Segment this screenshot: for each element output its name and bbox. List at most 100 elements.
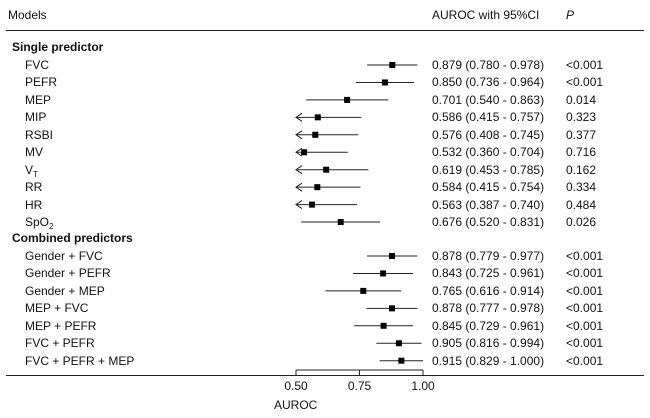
auroc-ci-value: 0.850 (0.736 - 0.964) xyxy=(432,75,545,90)
p-value: 0.323 xyxy=(566,110,597,125)
x-tick-label: 0.75 xyxy=(348,379,372,393)
ci-arrow xyxy=(295,130,303,140)
auroc-ci-value: 0.765 (0.616 - 0.914) xyxy=(432,283,545,298)
auroc-ci-value: 0.905 (0.816 - 0.994) xyxy=(432,336,545,351)
auroc-ci-header: AUROC with 95%CI xyxy=(432,8,540,22)
row-label-text: MV xyxy=(25,145,43,160)
row-label-text: RSBI xyxy=(25,127,54,142)
point-estimate-marker xyxy=(360,287,367,294)
p-value: <0.001 xyxy=(566,301,604,316)
auroc-ci-value: 0.563 (0.387 - 0.740) xyxy=(432,197,545,212)
point-estimate-marker xyxy=(395,340,402,347)
auroc-ci-value: 0.878 (0.777 - 0.978) xyxy=(432,301,545,316)
point-estimate-marker xyxy=(309,201,315,208)
point-estimate-marker xyxy=(380,270,387,277)
row-label: FVC + PEFR + MEP xyxy=(25,354,134,368)
p-value: <0.001 xyxy=(566,75,604,90)
row-label: Gender + MEP xyxy=(25,284,105,298)
p-value: <0.001 xyxy=(566,58,604,72)
p-value: <0.001 xyxy=(566,318,604,333)
auroc-ci-value: 0.676 (0.520 - 0.831) xyxy=(432,215,545,230)
point-estimate-marker xyxy=(344,96,351,103)
row-label-text: Gender + FVC xyxy=(25,249,103,263)
x-tick-label: 0.50 xyxy=(284,379,308,393)
p-value: 0.377 xyxy=(566,127,597,142)
p-value: <0.001 xyxy=(566,249,604,263)
p-value: 0.484 xyxy=(566,197,597,212)
ci-arrow xyxy=(295,112,303,122)
point-estimate-marker xyxy=(323,166,330,173)
p-value: 0.014 xyxy=(566,92,597,107)
row-label: RSBI xyxy=(25,128,53,142)
row-label-text: FVC + PEFR + MEP xyxy=(25,353,135,368)
point-estimate-marker xyxy=(398,357,405,364)
row-label: Gender + PEFR xyxy=(25,266,111,280)
row-label-text: FVC + PEFR xyxy=(25,336,95,351)
p-value-header: P xyxy=(566,8,575,22)
bottom-rule xyxy=(6,375,644,376)
auroc-ci-value: 0.843 (0.725 - 0.961) xyxy=(432,266,545,281)
p-value: <0.001 xyxy=(566,283,604,298)
auroc-ci-value: 0.845 (0.729 - 0.961) xyxy=(432,318,545,333)
row-label-text: MIP xyxy=(25,110,47,125)
point-estimate-marker xyxy=(314,114,321,121)
auroc-ci-value: 0.701 (0.540 - 0.863) xyxy=(432,92,545,107)
point-estimate-marker xyxy=(389,253,395,259)
row-label: RR xyxy=(25,180,42,194)
row-label-text: SpO xyxy=(25,215,50,230)
point-estimate-marker xyxy=(301,149,308,156)
header-rule xyxy=(6,30,644,31)
row-label-subscript: 2 xyxy=(49,222,54,232)
p-value: 0.162 xyxy=(566,162,597,177)
auroc-ci-value: 0.532 (0.360 - 0.704) xyxy=(432,145,545,160)
row-label-text: PEFR xyxy=(25,75,58,90)
x-axis-label: AUROC xyxy=(274,398,318,412)
p-value: <0.001 xyxy=(566,336,604,351)
auroc-ci-value: 0.584 (0.415 - 0.754) xyxy=(432,180,545,195)
p-value: 0.026 xyxy=(566,215,597,230)
ci-arrow xyxy=(295,200,303,210)
point-estimate-marker xyxy=(337,219,344,226)
row-label-text: MEP + PEFR xyxy=(25,318,97,333)
row-label: MEP xyxy=(25,93,51,107)
point-estimate-marker xyxy=(314,184,321,191)
p-value: <0.001 xyxy=(566,266,604,281)
row-label: FVC + PEFR xyxy=(25,336,95,350)
section-title: Single predictor xyxy=(12,40,104,54)
row-label: VT xyxy=(25,162,38,179)
section-title: Combined predictors xyxy=(12,231,133,245)
row-label-subscript: T xyxy=(33,169,38,179)
point-estimate-marker xyxy=(389,305,395,312)
row-label-text: V xyxy=(25,162,34,177)
auroc-ci-value: 0.915 (0.829 - 1.000) xyxy=(432,353,545,368)
row-label: MEP + FVC xyxy=(25,301,88,315)
auroc-ci-value: 0.586 (0.415 - 0.757) xyxy=(432,110,545,125)
p-value: <0.001 xyxy=(566,353,604,368)
row-label-text: MEP + FVC xyxy=(25,301,89,316)
row-label-text: FVC xyxy=(25,58,49,72)
row-label: SpO2 xyxy=(25,215,54,232)
auroc-ci-value: 0.878 (0.779 - 0.977) xyxy=(432,249,545,263)
p-value: 0.334 xyxy=(566,180,597,195)
auroc-ci-value: 0.619 (0.453 - 0.785) xyxy=(432,162,545,177)
p-value: 0.716 xyxy=(566,145,597,160)
ci-arrow xyxy=(295,165,303,175)
ci-arrow xyxy=(295,182,303,192)
models-header: Models xyxy=(8,8,47,22)
point-estimate-marker xyxy=(312,131,319,138)
row-label: MIP xyxy=(25,110,46,124)
row-label-text: Gender + MEP xyxy=(25,283,105,298)
row-label: FVC xyxy=(25,58,49,72)
row-label: Gender + FVC xyxy=(25,249,103,263)
row-label: MV xyxy=(25,145,43,159)
row-label-text: MEP xyxy=(25,92,52,107)
point-estimate-marker xyxy=(380,322,387,329)
ci-arrow xyxy=(295,147,303,157)
point-estimate-marker xyxy=(381,79,388,86)
row-label: PEFR xyxy=(25,75,57,89)
point-estimate-marker xyxy=(389,62,396,68)
row-label-text: Gender + PEFR xyxy=(25,266,111,281)
x-tick-label: 1.00 xyxy=(411,379,435,393)
